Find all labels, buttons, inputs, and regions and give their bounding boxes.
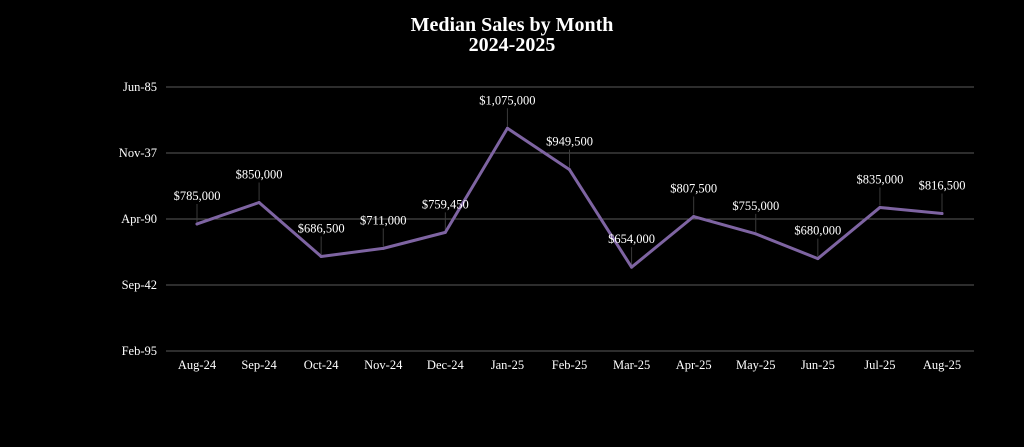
data-point — [816, 257, 820, 261]
data-label: $835,000 — [856, 172, 903, 186]
x-tick-label: Aug-24 — [178, 358, 217, 372]
data-label: $807,500 — [670, 182, 717, 196]
data-label: $654,000 — [608, 232, 655, 246]
data-point — [505, 126, 509, 130]
data-point — [381, 246, 385, 250]
x-tick-label: Apr-25 — [676, 358, 712, 372]
data-labels: $785,000 $850,000 $686,500 $711,000 $759,450… — [174, 93, 966, 246]
data-point — [878, 205, 882, 209]
data-point — [195, 222, 199, 226]
data-label: $949,500 — [546, 135, 593, 149]
data-point — [630, 265, 634, 269]
x-tick-label: Nov-24 — [364, 358, 403, 372]
x-tick-label: Oct-24 — [304, 358, 339, 372]
y-tick-label: Apr-90 — [121, 212, 157, 226]
chart-subtitle: 2024-2025 — [469, 34, 556, 56]
data-label: $686,500 — [298, 221, 345, 235]
label-leaders — [196, 108, 943, 266]
data-point — [940, 212, 944, 216]
y-tick-label: Feb-95 — [122, 344, 157, 358]
x-tick-label: Sep-24 — [241, 358, 277, 372]
x-tick-label: Dec-24 — [427, 358, 465, 372]
x-tick-label: Feb-25 — [552, 358, 587, 372]
data-point — [754, 232, 758, 236]
data-label: $759,450 — [422, 197, 469, 211]
data-label: $711,000 — [360, 213, 406, 227]
chart-title: Median Sales by Month — [411, 14, 614, 36]
data-label: $816,500 — [919, 179, 966, 193]
x-tick-label: Jul-25 — [864, 358, 895, 372]
data-label: $755,000 — [732, 199, 779, 213]
data-label: $1,075,000 — [479, 93, 535, 107]
data-point — [257, 201, 261, 204]
data-point — [692, 215, 696, 219]
series-layer — [195, 126, 944, 269]
x-tick-label: May-25 — [736, 358, 776, 372]
x-axis-ticks: Aug-24 Sep-24 Oct-24 Nov-24 Dec-24 Jan-25 Feb-… — [178, 358, 961, 372]
x-tick-label: Aug-25 — [923, 358, 961, 372]
y-tick-label: Jun-85 — [123, 80, 157, 94]
data-point — [319, 254, 323, 258]
x-tick-label: Jun-25 — [801, 358, 835, 372]
data-label: $785,000 — [174, 189, 221, 203]
y-tick-label: Sep-42 — [122, 278, 157, 292]
data-point — [568, 168, 571, 172]
data-label: $850,000 — [236, 168, 283, 182]
data-point — [443, 230, 447, 234]
y-tick-label: Nov-37 — [119, 146, 157, 160]
data-label: $680,000 — [794, 224, 841, 238]
x-tick-label: Mar-25 — [613, 358, 650, 372]
y-axis-ticks: Jun-85 Nov-37 Apr-90 Sep-42 Feb-95 — [119, 80, 157, 358]
x-tick-label: Jan-25 — [491, 358, 524, 372]
